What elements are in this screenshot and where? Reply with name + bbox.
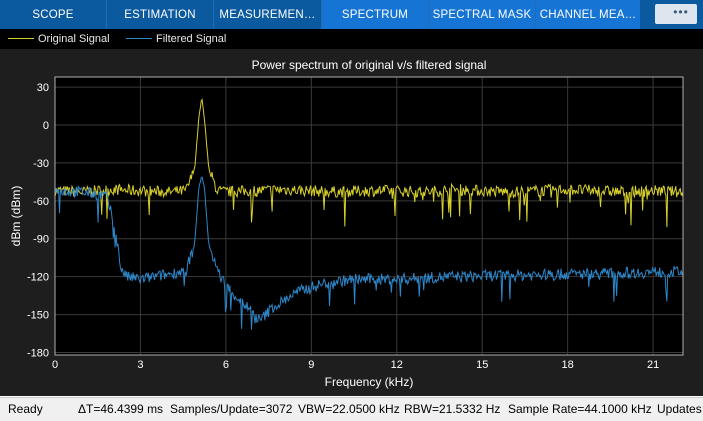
x-axis-label: Frequency (kHz) [325,375,414,389]
tab-spectrum[interactable]: SPECTRUM [322,0,428,29]
tab-estimation[interactable]: ESTIMATION [107,0,213,29]
y-tick-label: -60 [33,196,49,208]
x-tick-label: 3 [137,359,143,371]
tick-labels: 0 3 6 9 12 15 18 21 30 0 -30 -60 -90 -120 -150 -180 [27,82,659,371]
tab-scope[interactable]: SCOPE [0,0,106,29]
y-tick-label: 0 [43,120,49,132]
x-tick-label: 9 [308,359,314,371]
status-bar: Ready ΔT=46.4399 ms Samples/Update=3072 … [0,397,703,421]
status-rbw: RBW=21.5332 Hz [404,402,501,416]
more-options-icon[interactable]: ••• [673,5,689,19]
status-ready: Ready [8,402,43,416]
x-tick-label: 0 [52,359,58,371]
y-tick-label: -90 [33,234,49,246]
toolstrip-ribbon: SCOPE ESTIMATION MEASUREMEN… SPECTRUM SP… [0,0,703,29]
series-line-filtered [54,176,684,330]
legend-line-filtered [126,38,152,39]
x-tick-label: 21 [647,359,659,371]
axes-frame [54,76,684,356]
chart-title: Power spectrum of original v/s filtered … [252,58,487,72]
series-group [54,98,684,330]
y-axis-label: dBm (dBm) [9,186,23,247]
tab-channel-measurements[interactable]: CHANNEL MEA… [536,0,640,29]
y-tick-label: -150 [27,310,49,322]
legend-item-filtered[interactable]: Filtered Signal [156,33,227,45]
x-tick-label: 12 [391,359,403,371]
status-delta-t: ΔT=46.4399 ms [78,402,164,416]
series-line-original [54,98,684,228]
y-tick-label: -30 [33,158,49,170]
status-vbw: VBW=22.0500 kHz [298,402,400,416]
status-updates: Updates [657,402,702,416]
y-tick-label: -120 [27,272,49,284]
status-sample-rate: Sample Rate=44.1000 kHz [508,402,652,416]
tab-measurements[interactable]: MEASUREMEN… [214,0,321,29]
legend: Original Signal Filtered Signal [0,29,703,49]
collapse-toolstrip-button[interactable] [655,4,697,24]
legend-line-original [8,38,34,39]
spectrum-chart[interactable]: 0 3 6 9 12 15 18 21 30 0 -30 -60 -90 -120 -150 -180 Pow… [0,49,703,396]
status-samples: Samples/Update=3072 [170,402,293,416]
x-tick-label: 15 [476,359,488,371]
y-tick-label: 30 [37,82,49,94]
x-tick-label: 6 [223,359,229,371]
tab-spectral-mask[interactable]: SPECTRAL MASK [429,0,535,29]
legend-item-original[interactable]: Original Signal [38,33,110,45]
plot-area: 0 3 6 9 12 15 18 21 30 0 -30 -60 -90 -120 -150 -180 Pow… [0,49,703,396]
axes-background [55,77,683,355]
x-tick-label: 18 [562,359,574,371]
y-tick-label: -180 [27,347,49,359]
